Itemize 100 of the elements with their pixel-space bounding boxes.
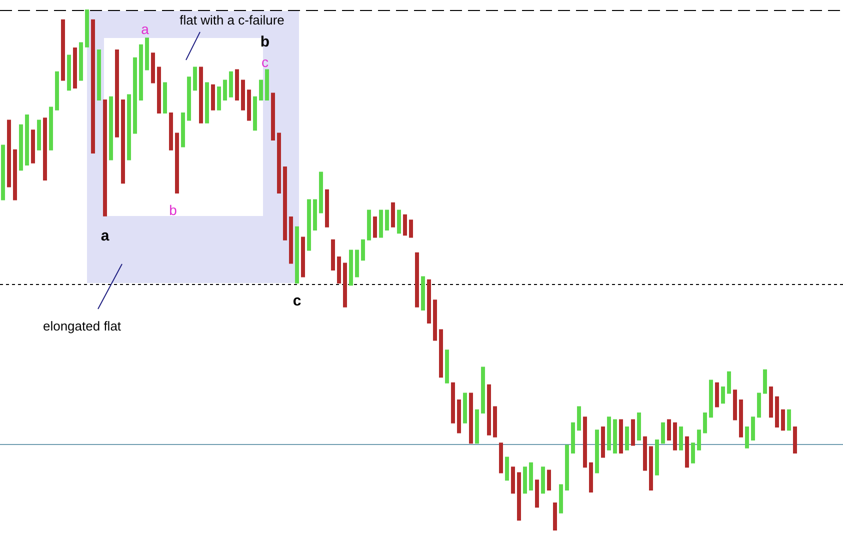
candlestick	[595, 430, 599, 474]
candlestick	[457, 400, 461, 434]
candlestick	[361, 239, 365, 261]
candlestick	[793, 426, 797, 454]
candlestick	[733, 390, 737, 420]
candlestick	[475, 409, 479, 444]
candlestick	[385, 210, 389, 230]
candlestick	[313, 199, 317, 230]
candlestick	[547, 470, 551, 490]
candlestick	[577, 406, 581, 431]
candlestick	[619, 419, 623, 454]
candlestick	[247, 90, 251, 121]
candlestick	[241, 80, 245, 110]
candlestick	[145, 38, 149, 70]
candlestick	[553, 502, 557, 530]
candlestick	[325, 189, 329, 228]
candlestick	[529, 462, 533, 490]
candlestick	[37, 120, 41, 150]
annotation: elongated flat	[42, 318, 122, 334]
candlestick	[235, 69, 239, 100]
candlestick	[523, 466, 527, 494]
candlestick	[745, 426, 749, 448]
candlestick	[61, 19, 65, 81]
candlestick	[343, 262, 347, 308]
candlestick	[631, 419, 635, 446]
candlestick	[337, 256, 341, 284]
candlestick	[505, 456, 509, 481]
annotation: c	[292, 292, 302, 310]
candlestick	[181, 112, 185, 148]
candlestick	[139, 44, 143, 100]
candlestick	[355, 250, 359, 278]
candlestick	[787, 409, 791, 431]
candlestick	[277, 132, 281, 194]
candlestick	[655, 440, 659, 476]
candlestick	[193, 66, 197, 91]
candlestick	[421, 276, 425, 311]
candlestick	[1, 144, 5, 200]
candlestick	[13, 149, 17, 200]
candlestick	[763, 369, 767, 394]
candlestick	[751, 416, 755, 441]
candlestick	[109, 96, 113, 160]
candlestick	[517, 472, 521, 521]
annotation: b	[260, 34, 270, 50]
candlestick	[541, 466, 545, 494]
candlestick	[211, 84, 215, 110]
candlestick	[673, 422, 677, 450]
candlestick	[199, 66, 203, 124]
candlestick	[319, 172, 323, 214]
candlestick	[637, 412, 641, 441]
candlestick	[709, 380, 713, 418]
candlestick	[775, 396, 779, 428]
candlestick	[649, 446, 653, 490]
candlestick	[115, 50, 119, 138]
candlestick	[349, 250, 353, 286]
candlestick	[367, 210, 371, 240]
candlestick	[715, 382, 719, 408]
candlestick	[691, 442, 695, 464]
candlestick	[559, 484, 563, 514]
candlestick	[583, 416, 587, 468]
candlestick	[97, 50, 101, 100]
candlestick	[133, 57, 137, 134]
candlestick	[415, 252, 419, 308]
candlestick	[7, 120, 11, 188]
candlestick	[163, 82, 167, 114]
candlestick	[49, 106, 53, 150]
candlestick	[727, 371, 731, 394]
candlestick	[43, 118, 47, 181]
candlestick	[217, 86, 221, 110]
candlestick	[265, 69, 269, 100]
candlestick	[463, 392, 467, 424]
candlestick	[565, 444, 569, 490]
candlestick	[739, 400, 743, 438]
candlestick	[769, 386, 773, 418]
candlestick	[697, 430, 701, 450]
candlestick	[451, 382, 455, 424]
candlestick	[151, 52, 155, 84]
candlestick	[667, 419, 671, 441]
candlestick	[493, 406, 497, 438]
candlestick	[205, 82, 209, 124]
candlestick	[445, 350, 449, 384]
candlestick	[91, 19, 95, 154]
annotation: flat with a c-failure	[180, 12, 284, 28]
candlestick	[703, 412, 707, 434]
candlestick	[469, 392, 473, 444]
candlestick	[511, 466, 515, 494]
annotation: c	[262, 54, 268, 70]
candlestick	[25, 114, 29, 166]
candlestick	[499, 442, 503, 474]
candlestick	[85, 10, 89, 48]
candlestick	[613, 419, 617, 454]
candlestick	[55, 71, 59, 110]
candlestick	[175, 132, 179, 194]
candlestick	[103, 99, 107, 216]
candlestick	[625, 426, 629, 450]
candlestick	[331, 239, 335, 270]
candlestick	[427, 279, 431, 324]
candlestick	[307, 199, 311, 251]
candlestick	[757, 392, 761, 418]
candlestick	[73, 47, 77, 88]
candlestick	[397, 210, 401, 234]
